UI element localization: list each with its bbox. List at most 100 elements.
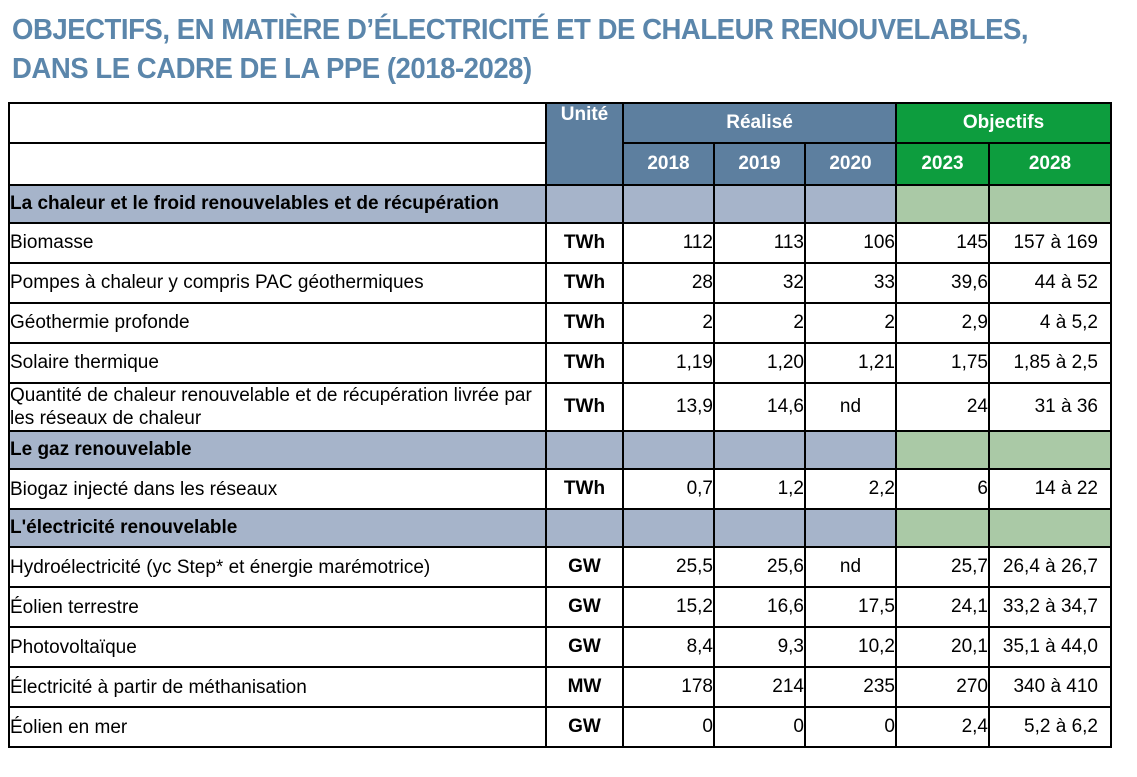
unit-cell: TWh [545,342,624,384]
value-cell: 1,19 [622,342,715,384]
section-realized-cell [804,184,897,224]
section-label: La chaleur et le froid renouvelables et … [8,184,547,224]
value-cell: 113 [713,222,806,264]
column-header-unit: Unité [545,102,624,186]
section-realized-cell [713,508,806,549]
section-unit-cell [545,508,624,549]
section-row: Le gaz renouvelable [8,430,1112,471]
table-header-group-row: Unité Réalisé Objectifs [8,102,1112,186]
column-header-realized: Réalisé [622,102,897,144]
unit-cell: TWh [545,302,624,344]
value-cell: 0 [713,706,806,749]
value-cell: 0 [804,706,897,749]
column-header-2023: 2023 [895,142,990,186]
unit-cell: TWh [545,381,624,433]
data-row: Solaire thermique TWh 1,19 1,20 1,21 1,75 1,85… [8,342,1112,384]
column-header-objectives: Objectifs [895,102,1112,144]
row-label: Biomasse [8,222,547,264]
row-label: Solaire thermique [8,342,547,384]
value-cell: 2,9 [895,302,990,344]
value-cell: 4 à 5,2 [988,302,1112,344]
header-spacer [8,102,547,144]
section-realized-cell [804,508,897,549]
value-cell: 17,5 [804,586,897,629]
value-cell: 1,20 [713,342,806,384]
unit-cell: GW [545,586,624,629]
value-cell: 340 à 410 [988,666,1112,709]
data-row: Électricité à partir de méthanisation MW 1… [8,666,1112,709]
value-cell: 28 [622,262,715,304]
value-cell: nd [804,381,897,433]
data-row: Hydroélectricité (yc Step* et énergie ma… [8,546,1112,589]
value-cell: 1,85 à 2,5 [988,342,1112,384]
value-cell: 1,2 [713,468,806,511]
section-unit-cell [545,184,624,224]
value-cell: 1,75 [895,342,990,384]
data-row: Biomasse TWh 112 113 106 145 157 à 169 [8,222,1112,264]
page-title-line2: DANS LE CADRE DE LA PPE (2018-2028) [12,53,532,85]
header-spacer [8,142,547,186]
data-row: Éolien terrestre GW 15,2 16,6 17,5 24,1 33,2 à… [8,586,1112,629]
value-cell: nd [804,546,897,589]
value-cell: 14,6 [713,381,806,433]
value-cell: 13,9 [622,381,715,433]
value-cell: 9,3 [713,626,806,669]
value-cell: 26,4 à 26,7 [988,546,1112,589]
unit-cell: TWh [545,468,624,511]
table-header-years-row: 2018 2019 2020 2023 2028 [8,142,1112,186]
section-realized-cell [713,184,806,224]
section-realized-cell [622,430,715,471]
value-cell: 270 [895,666,990,709]
row-label: Photovoltaïque [8,626,547,669]
row-label: Électricité à partir de méthanisation [8,666,547,709]
value-cell: 25,5 [622,546,715,589]
value-cell: 2 [804,302,897,344]
data-row: Quantité de chaleur renouvelable et de r… [8,381,1112,433]
row-label: Hydroélectricité (yc Step* et énergie ma… [8,546,547,589]
value-cell: 32 [713,262,806,304]
section-objective-cell [988,430,1112,471]
value-cell: 33,2 à 34,7 [988,586,1112,629]
data-row: Géothermie profonde TWh 2 2 2 2,9 4 à 5,2 [8,302,1112,344]
section-row: L'électricité renouvelable [8,508,1112,549]
unit-cell: TWh [545,262,624,304]
unit-cell: GW [545,706,624,749]
page-title-line1: OBJECTIFS, EN MATIÈRE D’ÉLECTRICITÉ ET D… [12,14,1029,46]
value-cell: 157 à 169 [988,222,1112,264]
section-realized-cell [622,508,715,549]
value-cell: 2,4 [895,706,990,749]
data-row: Pompes à chaleur y compris PAC géothermi… [8,262,1112,304]
section-objective-cell [895,430,990,471]
section-row: La chaleur et le froid renouvelables et … [8,184,1112,224]
page-title: OBJECTIFS, EN MATIÈRE D’ÉLECTRICITÉ ET D… [12,11,1081,89]
unit-cell: MW [545,666,624,709]
ppe-objectives-table: Unité Réalisé Objectifs 2018 2019 2020 2… [8,102,1112,749]
section-objective-cell [988,184,1112,224]
section-objective-cell [895,184,990,224]
row-label: Quantité de chaleur renouvelable et de r… [8,381,547,433]
value-cell: 235 [804,666,897,709]
value-cell: 6 [895,468,990,511]
value-cell: 20,1 [895,626,990,669]
value-cell: 112 [622,222,715,264]
value-cell: 0 [622,706,715,749]
data-row: Photovoltaïque GW 8,4 9,3 10,2 20,1 35,1 à 44,… [8,626,1112,669]
value-cell: 16,6 [713,586,806,629]
value-cell: 33 [804,262,897,304]
row-label: Biogaz injecté dans les réseaux [8,468,547,511]
table-body: La chaleur et le froid renouvelables et … [8,184,1112,749]
section-label: L'électricité renouvelable [8,508,547,549]
section-realized-cell [713,430,806,471]
value-cell: 5,2 à 6,2 [988,706,1112,749]
value-cell: 44 à 52 [988,262,1112,304]
value-cell: 39,6 [895,262,990,304]
section-unit-cell [545,430,624,471]
value-cell: 178 [622,666,715,709]
section-realized-cell [804,430,897,471]
value-cell: 14 à 22 [988,468,1112,511]
column-header-2019: 2019 [713,142,806,186]
value-cell: 145 [895,222,990,264]
value-cell: 1,21 [804,342,897,384]
value-cell: 0,7 [622,468,715,511]
value-cell: 2 [622,302,715,344]
